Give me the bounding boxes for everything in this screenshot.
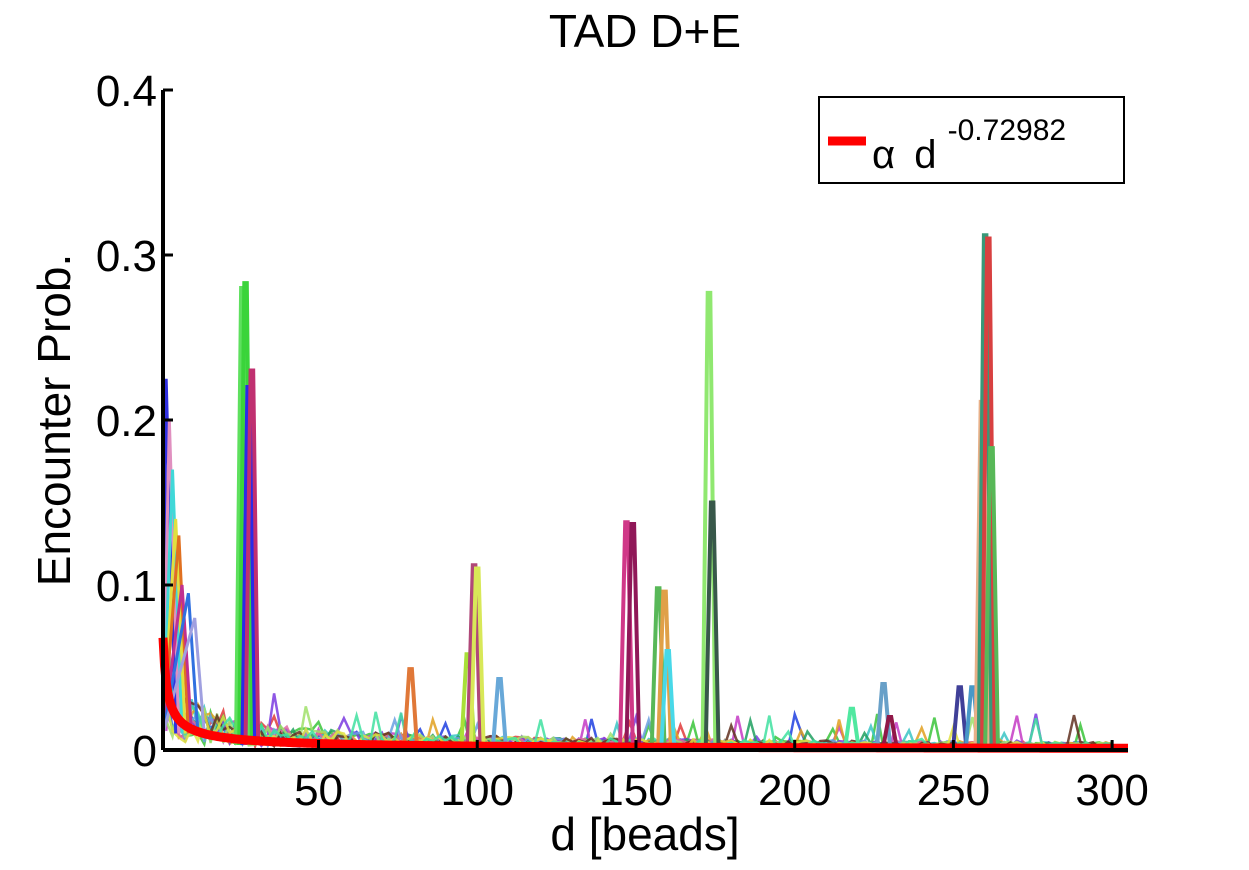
y-tick-label: 0 (133, 727, 157, 776)
y-axis-title: Encounter Prob. (28, 254, 80, 586)
legend: α d -0.72982 (818, 96, 1125, 184)
data-peak (468, 566, 486, 746)
data-peak (983, 446, 1000, 746)
legend-box (818, 96, 1125, 184)
data-peak (491, 677, 508, 746)
data-peak (659, 649, 677, 746)
y-tick-label: 0.4 (96, 67, 157, 116)
data-peak (951, 685, 969, 746)
axes-layer: 0 0.1 0.2 0.3 0.4 50 100 150 200 250 300 (96, 67, 1149, 815)
data-peak (843, 706, 861, 746)
data-trace (161, 617, 206, 734)
x-tick-label: 100 (441, 766, 514, 815)
data-peak (465, 563, 483, 746)
x-axis-title: d [beads] (550, 808, 739, 860)
x-tick-label: 150 (599, 766, 672, 815)
data-peak (703, 500, 721, 746)
data-trace (161, 592, 200, 734)
y-tick-label: 0.2 (96, 397, 157, 446)
legend-label-fit: α d -0.72982 (872, 114, 1066, 177)
data-peak (875, 682, 892, 746)
x-tick-label: 300 (1075, 766, 1148, 815)
legend-base: d (914, 133, 936, 177)
data-peak (624, 522, 642, 746)
data-peak (402, 667, 419, 746)
data-peak (243, 368, 261, 746)
peak-lines-layer (234, 233, 1000, 746)
x-tick-label: 200 (758, 766, 831, 815)
x-tick-label: 250 (917, 766, 990, 815)
data-peak (881, 715, 899, 746)
y-tick-label: 0.1 (96, 562, 157, 611)
legend-symbol: α (872, 133, 895, 177)
x-tick-label: 50 (294, 766, 343, 815)
chart-title: TAD D+E (549, 5, 741, 57)
y-tick-label: 0.3 (96, 232, 157, 281)
legend-exponent: -0.72982 (948, 114, 1066, 147)
